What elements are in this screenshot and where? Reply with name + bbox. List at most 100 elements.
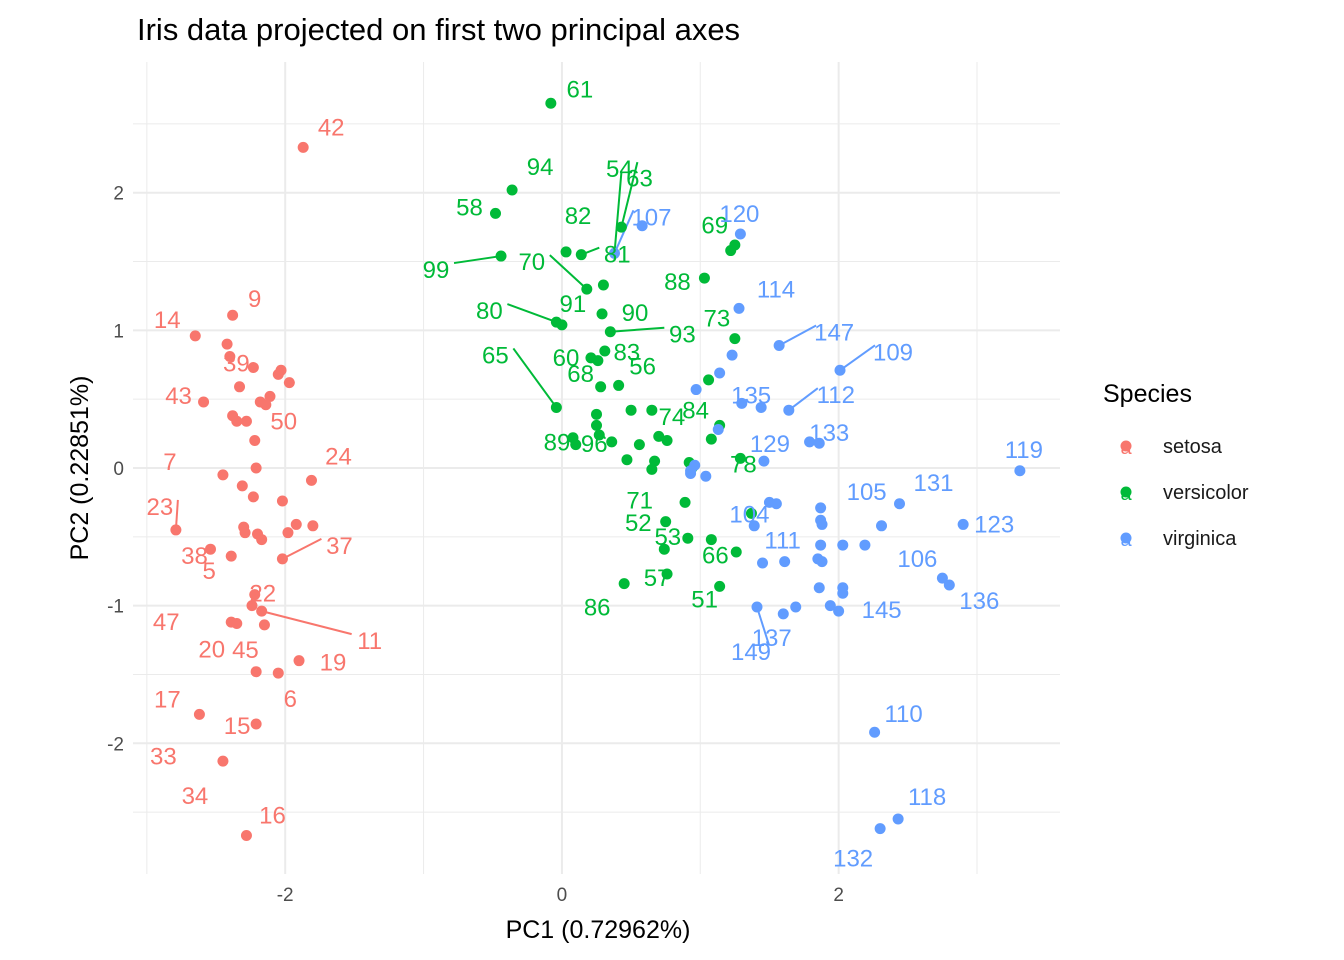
point-versicolor bbox=[596, 308, 608, 320]
point-label: 132 bbox=[833, 846, 873, 873]
point-virginica bbox=[869, 726, 881, 738]
point-setosa bbox=[283, 377, 295, 389]
point-setosa bbox=[231, 618, 243, 630]
y-tick-label: -2 bbox=[107, 734, 124, 755]
point-versicolor bbox=[705, 433, 717, 445]
point-label: 54 bbox=[606, 156, 633, 183]
point-virginica bbox=[943, 579, 955, 591]
point-label: 7 bbox=[163, 449, 176, 476]
point-versicolor bbox=[545, 97, 557, 109]
point-label: 38 bbox=[181, 543, 208, 570]
point-virginica bbox=[834, 364, 846, 376]
point-setosa bbox=[264, 390, 276, 402]
point-setosa bbox=[247, 362, 259, 374]
leader-line bbox=[788, 387, 819, 411]
point-setosa bbox=[272, 368, 284, 380]
leader-line bbox=[549, 254, 588, 290]
point-versicolor bbox=[745, 507, 757, 519]
point-versicolor bbox=[660, 516, 672, 528]
point-versicolor bbox=[604, 326, 616, 338]
point-label: 50 bbox=[270, 408, 297, 435]
point-label: 84 bbox=[682, 397, 709, 424]
point-label: 17 bbox=[154, 686, 181, 713]
x-tick-label: 0 bbox=[557, 885, 568, 906]
point-versicolor bbox=[682, 532, 694, 544]
point-versicolor bbox=[646, 463, 658, 475]
point-label: 69 bbox=[701, 213, 728, 240]
point-versicolor bbox=[570, 439, 582, 451]
point-setosa bbox=[276, 495, 288, 507]
point-setosa bbox=[224, 351, 236, 363]
point-labels: 42 9 14 39 43 7 50 24 23 38 37 5 22 47 11 20 45 19 6 17 33 15… bbox=[147, 76, 1043, 872]
point-label: 83 bbox=[614, 340, 641, 367]
point-virginica bbox=[859, 539, 871, 551]
x-axis-title: PC1 (0.72962%) bbox=[506, 916, 691, 944]
legend-label-virginica: virginica bbox=[1163, 528, 1237, 550]
point-versicolor bbox=[606, 436, 618, 448]
point-label: 93 bbox=[669, 322, 696, 349]
point-versicolor bbox=[615, 221, 627, 233]
point-setosa bbox=[246, 600, 258, 612]
point-setosa bbox=[249, 434, 261, 446]
point-setosa bbox=[293, 655, 305, 667]
point-versicolor bbox=[599, 345, 611, 357]
point-label: 137 bbox=[752, 625, 792, 652]
point-setosa bbox=[170, 524, 182, 536]
point-virginica bbox=[733, 302, 745, 314]
point-label: 24 bbox=[325, 443, 352, 470]
point-label: 66 bbox=[702, 543, 729, 570]
point-label: 56 bbox=[629, 353, 656, 380]
point-setosa bbox=[250, 462, 262, 474]
point-label: 114 bbox=[757, 276, 795, 303]
point-setosa bbox=[227, 309, 239, 321]
point-setosa bbox=[231, 415, 243, 427]
point-label: 47 bbox=[153, 609, 180, 636]
point-versicolor bbox=[556, 319, 568, 331]
point-label: 78 bbox=[730, 451, 757, 478]
label-leader-lines bbox=[174, 161, 876, 646]
point-versicolor bbox=[593, 429, 605, 441]
point-label: 149 bbox=[731, 639, 771, 666]
point-versicolor bbox=[725, 245, 737, 257]
leader-line bbox=[756, 606, 770, 646]
point-label: 68 bbox=[567, 361, 594, 388]
point-label: 94 bbox=[527, 154, 554, 181]
y-axis-title: PC2 (0.22851%) bbox=[66, 376, 94, 561]
point-versicolor bbox=[705, 534, 717, 546]
point-setosa bbox=[193, 708, 205, 720]
point-label: 22 bbox=[249, 581, 276, 608]
leader-line bbox=[620, 161, 639, 228]
y-tick-label: -1 bbox=[107, 597, 124, 618]
point-label: 34 bbox=[182, 783, 209, 810]
point-label: 109 bbox=[873, 339, 913, 366]
point-virginica bbox=[1014, 465, 1026, 477]
point-label: 74 bbox=[658, 404, 685, 431]
point-virginica bbox=[748, 520, 760, 532]
point-versicolor bbox=[679, 496, 691, 508]
grid bbox=[133, 62, 1060, 874]
point-virginica bbox=[813, 582, 825, 594]
legend-key-glyph: a bbox=[1120, 437, 1132, 459]
point-setosa bbox=[240, 829, 252, 841]
point-label: 89 bbox=[544, 430, 571, 457]
point-versicolor bbox=[734, 452, 746, 464]
point-setosa bbox=[240, 415, 252, 427]
point-virginica bbox=[757, 557, 769, 569]
point-versicolor bbox=[661, 568, 673, 580]
point-virginica bbox=[608, 247, 620, 259]
point-virginica bbox=[770, 498, 782, 510]
point-versicolor bbox=[730, 546, 742, 558]
point-label: 53 bbox=[654, 524, 681, 551]
point-virginica bbox=[813, 437, 825, 449]
point-label: 91 bbox=[560, 291, 587, 318]
point-label: 6 bbox=[284, 686, 297, 713]
point-virginica bbox=[758, 455, 770, 467]
point-setosa bbox=[256, 534, 268, 546]
legend-key-setosa bbox=[1120, 440, 1132, 452]
point-versicolor bbox=[592, 355, 604, 367]
point-virginica bbox=[777, 608, 789, 620]
point-label: 11 bbox=[357, 628, 382, 655]
point-label: 136 bbox=[959, 588, 999, 615]
point-label: 20 bbox=[198, 637, 225, 664]
point-setosa bbox=[217, 469, 229, 481]
